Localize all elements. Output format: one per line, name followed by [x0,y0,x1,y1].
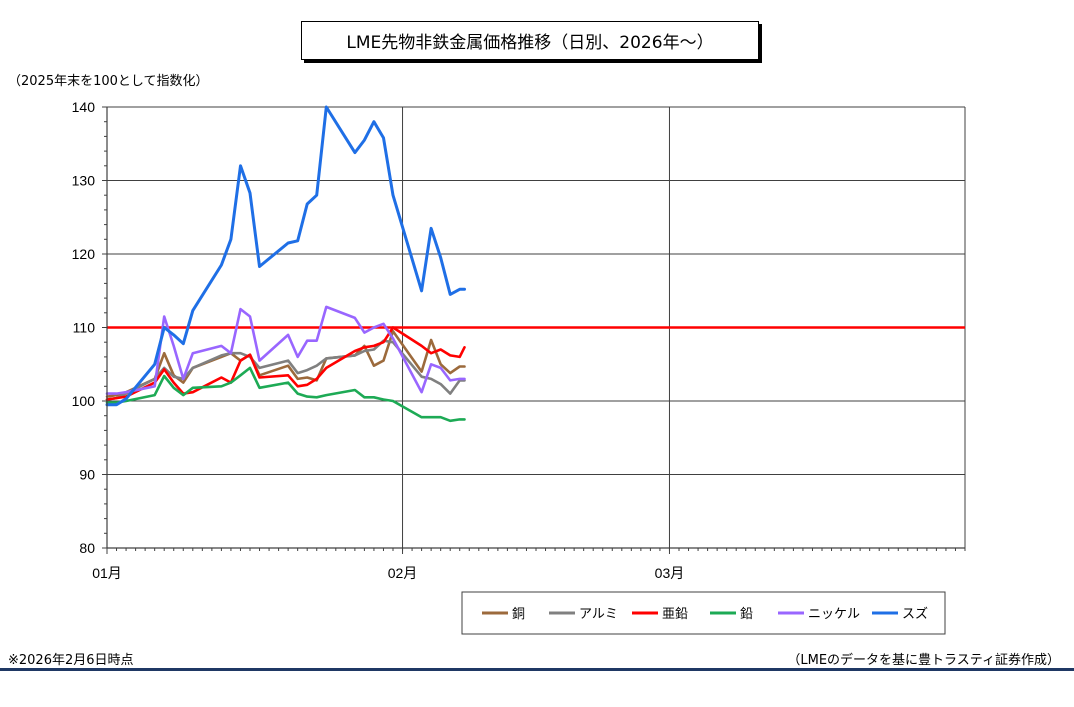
y-tick-label-130: 130 [72,173,96,189]
y-tick-label-80: 80 [79,540,95,556]
y-tick-label-90: 90 [79,467,95,483]
axes: 80 90 100 110 120 130 140 01月 02月 03月 [72,99,966,581]
x-tick-label-01月: 01月 [92,565,122,581]
y-tick-label-140: 140 [72,99,96,115]
y-tick-label-100: 100 [72,393,96,409]
chart-title: LME先物非鉄金属価格推移（日別、2026年～） [301,21,759,60]
bottom-divider [0,668,1074,671]
y-axis-unit-label: （2025年末を100として指数化） [8,74,209,89]
series-line-5 [105,105,466,407]
y-tick-label-110: 110 [73,320,96,336]
x-tick-label-03月: 03月 [655,565,685,581]
legend-label-3: 鉛 [740,607,753,622]
series-line-4 [105,305,466,395]
series-line-2 [105,326,466,401]
series-line-0 [105,329,466,398]
timestamp-note: ※2026年2月6日時点 [8,653,134,668]
series-line-3 [105,366,466,423]
legend-label-1: アルミ [579,607,618,622]
x-tick-label-02月: 02月 [388,565,418,581]
series-line-1 [105,339,466,401]
series-lines [105,105,466,423]
legend-label-4: ニッケル [808,607,860,622]
legend-box [461,591,946,635]
legend: 銅 アルミ 亜鉛 鉛 ニッケル スズ [461,591,946,635]
legend-label-2: 亜鉛 [662,607,688,622]
y-tick-label-120: 120 [72,246,96,262]
legend-label-0: 銅 [512,607,525,622]
source-note: （LMEのデータを基に豊トラスティ証券作成） [787,653,1060,668]
legend-label-5: スズ [902,606,928,622]
